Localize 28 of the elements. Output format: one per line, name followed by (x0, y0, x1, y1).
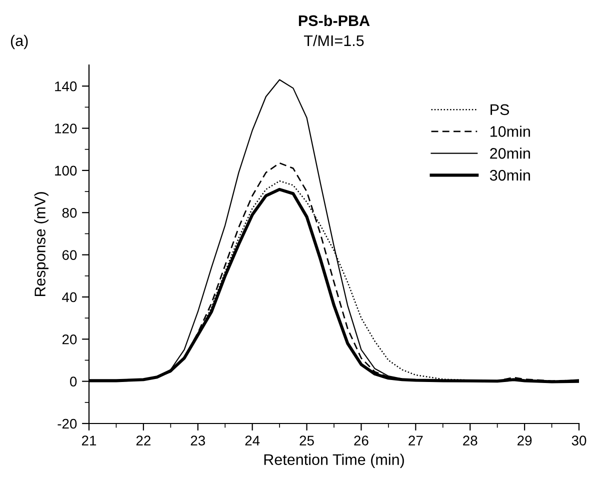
x-tick-label: 29 (518, 436, 532, 446)
legend-label: PS (490, 104, 510, 116)
x-tick-label: 28 (463, 436, 478, 446)
y-tick-label: 140 (55, 81, 77, 92)
y-tick-label: 20 (62, 334, 77, 344)
y-tick-label: 60 (62, 250, 77, 260)
y-tick-label: 40 (62, 292, 77, 302)
y-tick-label: 80 (62, 208, 77, 218)
text: (a) (10, 34, 28, 50)
x-tick-label: 22 (136, 436, 150, 446)
y-tick-label: 120 (55, 124, 77, 134)
y-axis-title: Response (mV) (34, 192, 48, 296)
chart-subtitle: T/MI=1.5 (304, 34, 364, 46)
x-tick-label: 24 (245, 436, 260, 446)
x-tick-label: 23 (190, 436, 206, 446)
legend-label: 10min (490, 126, 530, 137)
x-tick-label: 25 (300, 436, 314, 446)
legend-label: 20min (490, 148, 530, 159)
chart-title: PS-b-PBA (298, 14, 370, 26)
x-tick-label: 27 (408, 436, 423, 446)
y-tick-label: 100 (55, 166, 77, 176)
legend-label: 30min (490, 169, 530, 181)
x-tick-label: 21 (82, 436, 96, 446)
y-tick-label: 0 (70, 376, 77, 386)
x-axis-title: Retention Time (min) (264, 454, 404, 468)
x-tick-label: 26 (354, 436, 368, 446)
x-tick-label: 30 (572, 436, 586, 446)
y-tick-label: -20 (58, 418, 77, 429)
